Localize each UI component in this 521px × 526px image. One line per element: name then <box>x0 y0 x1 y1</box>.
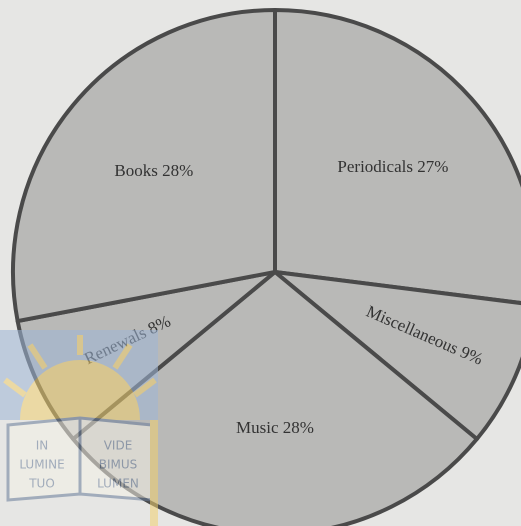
slice-label: Music 28% <box>236 418 314 437</box>
logo-text: LUMEN <box>97 477 139 491</box>
logo-text: BIMUS <box>99 458 138 472</box>
logo-sun <box>20 360 140 420</box>
slice-label: Books 28% <box>114 161 193 180</box>
logo-text: IN <box>36 439 49 453</box>
pie-slice <box>273 270 521 442</box>
pie-slice <box>11 8 277 324</box>
slice-category: Periodicals <box>337 157 413 176</box>
pie-slice <box>273 8 521 306</box>
slice-category: Music <box>236 418 279 437</box>
slice-label: Periodicals 27% <box>337 157 448 176</box>
logo-bar <box>150 420 158 526</box>
slice-category: Books <box>114 161 157 180</box>
slice-value: 28% <box>283 418 314 437</box>
logo-text: LUMINE <box>19 458 64 472</box>
slice-value: 28% <box>162 161 193 180</box>
slice-value: 27% <box>417 157 448 176</box>
logo-text: VIDE <box>104 439 133 453</box>
logo-rays <box>3 335 157 398</box>
logo: IN LUMINE TUO VIDE BIMUS LUMEN <box>0 330 158 526</box>
logo-text: TUO <box>28 477 55 491</box>
